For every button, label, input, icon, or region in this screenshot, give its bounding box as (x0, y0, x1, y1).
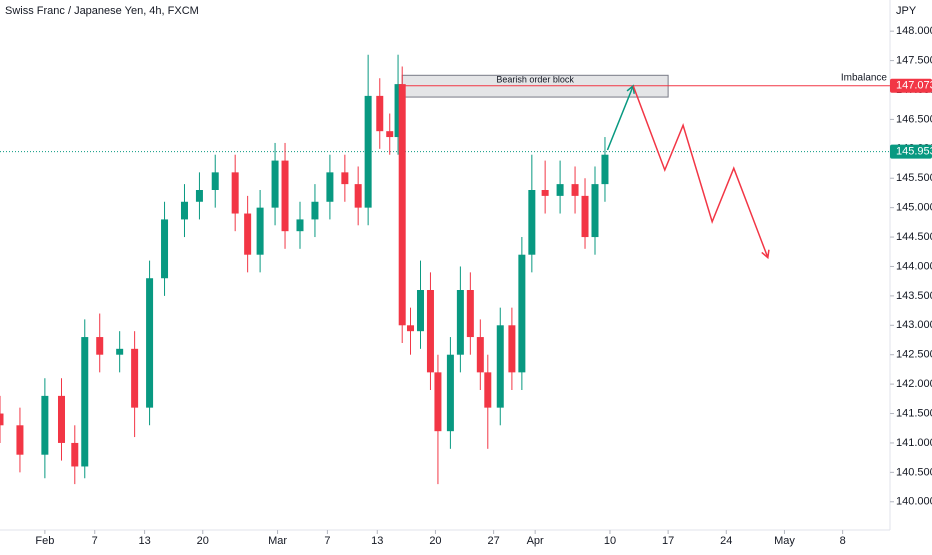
candle-body (16, 425, 24, 455)
x-tick-label: 13 (371, 535, 383, 547)
y-tick-label: 140.000 (896, 496, 932, 508)
candle-body (195, 190, 203, 202)
candle-body (434, 372, 442, 432)
x-tick-label: 20 (429, 535, 441, 547)
candle-body (146, 278, 154, 408)
x-tick-label: 24 (720, 535, 732, 547)
candle-body (541, 190, 549, 196)
candle-body (0, 413, 4, 426)
candle-body (484, 372, 492, 408)
candle-body (556, 184, 564, 196)
candle-body (271, 160, 279, 208)
candle-body (180, 201, 188, 220)
x-tick-label: Mar (268, 535, 287, 547)
y-tick-label: 142.500 (896, 349, 932, 361)
candle-body (256, 207, 264, 255)
x-tick-label: Feb (35, 535, 54, 547)
candle-body (466, 290, 474, 338)
y-tick-label: 148.000 (896, 25, 932, 37)
candle-body (161, 219, 169, 279)
y-tick-label: 143.000 (896, 319, 932, 331)
candle-body (394, 84, 402, 138)
candle-body (446, 354, 454, 432)
candle-body (496, 325, 504, 408)
candle-body (508, 325, 516, 373)
imbalance-price-box (890, 78, 932, 93)
candle-body (41, 395, 49, 455)
y-tick-label: 143.500 (896, 290, 932, 302)
candle-body (81, 337, 89, 467)
x-tick-label: 27 (487, 535, 499, 547)
candle-body (341, 172, 349, 185)
x-tick-label: Apr (527, 535, 544, 547)
candle-body (601, 154, 609, 185)
y-tick-label: 144.500 (896, 231, 932, 243)
candle-body (581, 195, 589, 238)
candle-body (376, 95, 384, 132)
candle-body (426, 290, 434, 373)
candle-body (476, 337, 484, 373)
candle-body (354, 184, 362, 208)
unit-label: JPY (896, 5, 917, 17)
x-tick-label: 8 (840, 535, 846, 547)
x-tick-label: 17 (662, 535, 674, 547)
candle-body (386, 131, 394, 138)
candle-body (528, 190, 536, 255)
candle-body (244, 213, 252, 255)
candle-body (131, 348, 139, 408)
x-tick-label: May (774, 535, 795, 547)
candle-body (281, 160, 289, 232)
imbalance-label: Imbalance (841, 72, 888, 83)
candle-body (364, 95, 372, 208)
x-tick-label: 7 (324, 535, 330, 547)
projection-down (632, 85, 769, 258)
y-tick-label: 144.000 (896, 260, 932, 272)
candle-body (311, 201, 319, 220)
last-price-label: 145.953 (896, 145, 932, 157)
x-tick-label: 13 (138, 535, 150, 547)
chart-title: Swiss Franc / Japanese Yen, 4h, FXCM (5, 5, 199, 17)
y-tick-label: 145.000 (896, 202, 932, 214)
candle-body (211, 172, 219, 190)
candle-body (571, 184, 579, 196)
projection-up (606, 85, 634, 151)
x-tick-label: 7 (92, 535, 98, 547)
y-tick-label: 140.500 (896, 466, 932, 478)
imbalance-price-label: 147.073 (896, 80, 932, 92)
candle-body (116, 348, 124, 355)
y-tick-label: 141.000 (896, 437, 932, 449)
candle-body (57, 395, 65, 443)
candle-body (456, 290, 464, 355)
x-tick-label: 10 (604, 535, 616, 547)
candle-body (326, 172, 334, 202)
last-price-box (890, 144, 932, 159)
y-tick-label: 147.500 (896, 54, 932, 66)
candle-body (407, 325, 415, 332)
candle-body (398, 84, 406, 326)
projection-down-head (761, 249, 770, 260)
candle-body (231, 172, 239, 214)
order-block-label: Bearish order block (496, 75, 574, 85)
candle-body (591, 184, 599, 238)
y-tick-label: 142.000 (896, 378, 932, 390)
candle-body (296, 219, 304, 232)
candle-body (71, 442, 79, 467)
candle-body (96, 337, 104, 355)
candle-body (518, 254, 526, 373)
x-tick-label: 20 (197, 535, 209, 547)
y-tick-label: 146.500 (896, 113, 932, 125)
candle-body (416, 290, 424, 332)
y-tick-label: 141.500 (896, 407, 932, 419)
y-tick-label: 145.500 (896, 172, 932, 184)
